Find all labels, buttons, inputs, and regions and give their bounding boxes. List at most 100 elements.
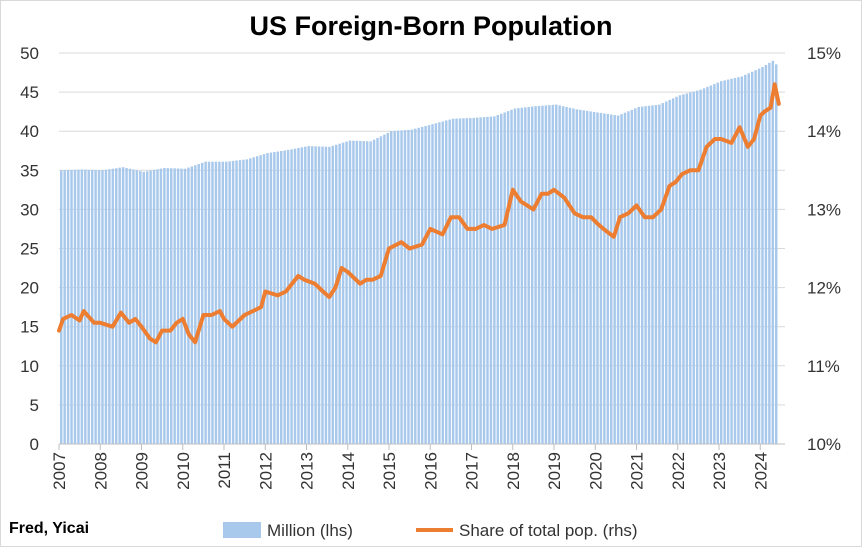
bar	[775, 64, 778, 444]
bar	[431, 124, 434, 445]
bar	[685, 93, 689, 445]
bar	[513, 108, 517, 444]
bar	[479, 117, 482, 444]
bar	[90, 169, 94, 444]
bar	[582, 110, 585, 444]
bar	[561, 106, 565, 445]
bar	[489, 116, 493, 445]
bar	[200, 162, 204, 444]
share-line	[57, 82, 781, 345]
bar	[115, 168, 118, 444]
bar	[620, 114, 623, 444]
bar	[733, 78, 737, 445]
x-tick-label: 2014	[339, 452, 358, 490]
bar	[108, 169, 111, 445]
bar	[84, 169, 87, 445]
left-tick-label: 15	[20, 318, 39, 337]
x-tick-label: 2019	[545, 452, 564, 490]
bar	[235, 160, 238, 444]
bar	[314, 146, 317, 444]
bar	[417, 127, 420, 444]
bar	[176, 168, 180, 444]
bar	[359, 140, 362, 444]
bar	[482, 117, 486, 445]
bar	[637, 106, 640, 444]
bar	[355, 140, 359, 444]
bar	[695, 90, 699, 445]
bar	[383, 134, 386, 444]
bar	[462, 118, 465, 444]
bar	[671, 98, 675, 444]
bar	[187, 167, 190, 445]
bar	[345, 141, 348, 445]
bar	[689, 92, 692, 444]
bar	[558, 105, 561, 445]
bar	[544, 105, 548, 445]
bar	[592, 111, 596, 444]
left-tick-label: 20	[20, 279, 39, 298]
bar	[448, 119, 451, 444]
left-axis: 0 5 10 15 20 25 30 35 40 45 50	[20, 44, 39, 454]
bar	[372, 139, 376, 444]
bar	[510, 109, 513, 445]
x-tick-label: 2018	[504, 452, 523, 490]
bar	[596, 112, 599, 444]
right-tick-label: 14%	[807, 122, 841, 141]
bar	[400, 130, 403, 444]
bar	[744, 74, 747, 445]
bar	[534, 106, 537, 445]
bar	[197, 164, 200, 444]
bar	[407, 129, 410, 444]
bar	[740, 76, 744, 445]
right-tick-label: 15%	[807, 44, 841, 63]
bar	[396, 130, 400, 445]
bar	[644, 106, 647, 445]
bar	[496, 115, 500, 444]
bar	[668, 99, 671, 445]
x-tick-label: 2022	[669, 452, 688, 490]
bar	[365, 141, 369, 445]
right-tick-label: 12%	[807, 279, 841, 298]
bar	[472, 117, 475, 444]
left-tick-label: 30	[20, 200, 39, 219]
bar	[214, 161, 218, 444]
bar	[503, 112, 506, 444]
bar	[180, 168, 183, 445]
bar	[132, 169, 135, 444]
chart-title: US Foreign-Born Population	[250, 11, 613, 41]
bar	[135, 170, 139, 445]
bar	[118, 167, 121, 444]
bar	[469, 118, 472, 445]
bar	[273, 152, 276, 444]
bar	[414, 128, 417, 444]
bar	[348, 140, 352, 445]
bar	[541, 105, 544, 444]
bar	[537, 105, 541, 444]
bar	[709, 85, 713, 444]
bar	[623, 112, 627, 445]
bar	[445, 120, 448, 444]
bar	[754, 70, 757, 444]
bar	[572, 108, 575, 444]
bar	[190, 166, 194, 444]
bar	[661, 103, 665, 444]
bar	[77, 169, 80, 445]
bar	[441, 121, 445, 445]
bar	[465, 118, 469, 445]
bar	[362, 141, 365, 444]
legend-bar-label: Million (lhs)	[267, 521, 353, 540]
bar	[568, 107, 572, 445]
bar	[565, 106, 568, 444]
bar	[506, 111, 510, 445]
bar	[764, 64, 768, 444]
left-tick-label: 45	[20, 83, 39, 102]
x-tick-label: 2011	[215, 452, 234, 489]
bar	[259, 155, 262, 444]
bar	[520, 107, 524, 445]
bar	[699, 89, 702, 444]
bar	[204, 161, 207, 444]
bar-series	[60, 60, 778, 445]
x-tick-label: 2012	[256, 452, 275, 490]
bar	[747, 73, 750, 444]
